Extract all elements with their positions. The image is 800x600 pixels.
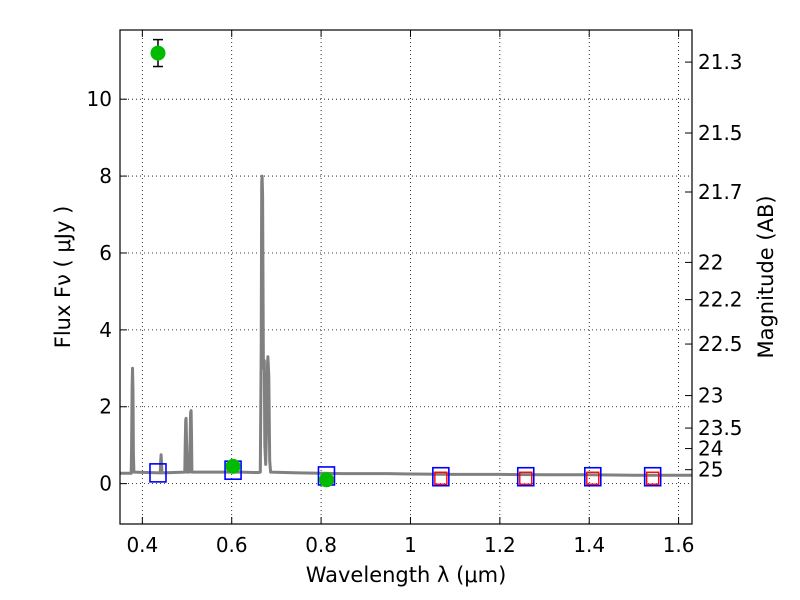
markers — [149, 38, 662, 488]
x-tick-label-3: 1 — [404, 533, 417, 557]
right-tick-label-7: 23.5 — [698, 416, 743, 440]
observed-flux-point-1 — [225, 458, 241, 474]
y-tick-label-5: 10 — [87, 87, 112, 111]
right-tick-label-1: 21.5 — [698, 121, 743, 145]
upper-limit-box-3 — [645, 471, 660, 485]
model-flux-box-5 — [583, 466, 602, 487]
right-tick-label-4: 22.2 — [698, 288, 743, 312]
right-tick-label-5: 22.5 — [698, 332, 743, 356]
y-tick-label-0: 0 — [99, 472, 112, 496]
y-axis-label-right: Magnitude (AB) — [754, 195, 778, 358]
spectrum-layer — [120, 174, 692, 477]
model-spectrum-line — [120, 174, 692, 477]
model-flux-box-6 — [643, 466, 662, 487]
x-tick-label-0: 0.4 — [126, 533, 158, 557]
right-tick-label-0: 21.3 — [698, 50, 743, 74]
right-tick-label-6: 23 — [698, 384, 723, 408]
x-tick-label-1: 0.6 — [216, 533, 248, 557]
x-tick-label-6: 1.6 — [663, 533, 695, 557]
x-axis-label: Wavelength λ (μm) — [306, 563, 507, 587]
x-tick-label-4: 1.2 — [484, 533, 516, 557]
y-axis-label: Flux Fν ( μJy ) — [51, 206, 75, 349]
upper-limit-box-2 — [586, 471, 600, 485]
model-flux-box-4 — [516, 466, 535, 487]
y-tick-label-3: 6 — [99, 241, 112, 265]
model-flux-box-3 — [432, 466, 450, 487]
x-tick-label-2: 0.8 — [305, 533, 337, 557]
right-tick-label-2: 21.7 — [698, 180, 743, 204]
x-tick-label-5: 1.4 — [573, 533, 605, 557]
plot-frame — [119, 29, 693, 525]
observed-flux-point-0 — [150, 45, 166, 61]
upper-limit-box-1 — [519, 471, 533, 485]
y-tick-label-2: 4 — [99, 318, 112, 342]
observed-flux-point-2 — [318, 472, 334, 488]
right-tick-label-9: 25 — [698, 458, 723, 482]
right-tick-label-8: 24 — [698, 437, 723, 461]
upper-limit-box-0 — [434, 471, 448, 485]
model-flux-box-0 — [149, 463, 167, 483]
y-tick-label-1: 2 — [99, 395, 112, 419]
axis-ticks: 0.4 0.6 0.8 1 1.2 1.4 1.6024681021.321.521.722… — [87, 30, 743, 557]
grid — [120, 30, 692, 524]
y-tick-label-4: 8 — [99, 164, 112, 188]
right-tick-label-3: 22 — [698, 250, 723, 274]
